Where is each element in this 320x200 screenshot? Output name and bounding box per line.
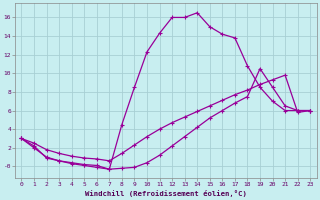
X-axis label: Windchill (Refroidissement éolien,°C): Windchill (Refroidissement éolien,°C)	[85, 190, 247, 197]
